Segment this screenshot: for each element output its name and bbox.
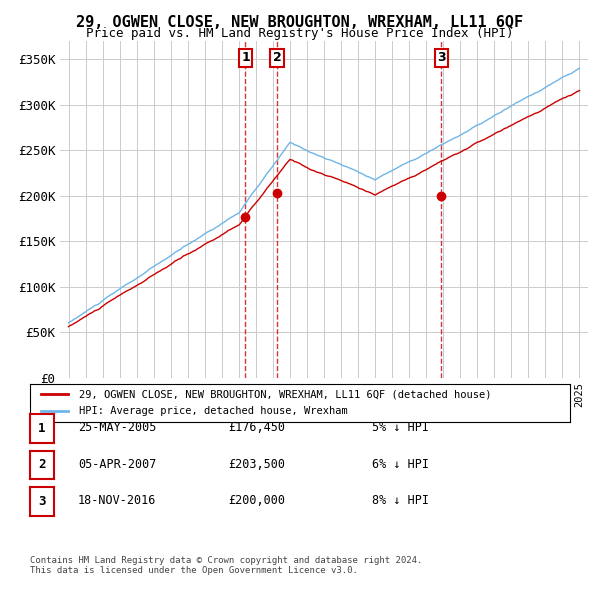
Text: 3: 3 (38, 495, 46, 508)
Text: 29, OGWEN CLOSE, NEW BROUGHTON, WREXHAM, LL11 6QF (detached house): 29, OGWEN CLOSE, NEW BROUGHTON, WREXHAM,… (79, 389, 491, 399)
Text: 05-APR-2007: 05-APR-2007 (78, 458, 157, 471)
Text: 3: 3 (437, 51, 446, 64)
Text: £203,500: £203,500 (228, 458, 285, 471)
Text: 2: 2 (273, 51, 282, 64)
Text: £200,000: £200,000 (228, 494, 285, 507)
Text: 2: 2 (38, 458, 46, 471)
Text: HPI: Average price, detached house, Wrexham: HPI: Average price, detached house, Wrex… (79, 406, 347, 416)
Text: 1: 1 (38, 422, 46, 435)
Text: Contains HM Land Registry data © Crown copyright and database right 2024.
This d: Contains HM Land Registry data © Crown c… (30, 556, 422, 575)
Text: 25-MAY-2005: 25-MAY-2005 (78, 421, 157, 434)
Text: 8% ↓ HPI: 8% ↓ HPI (372, 494, 429, 507)
Text: 5% ↓ HPI: 5% ↓ HPI (372, 421, 429, 434)
Text: 6% ↓ HPI: 6% ↓ HPI (372, 458, 429, 471)
Text: £176,450: £176,450 (228, 421, 285, 434)
Text: 18-NOV-2016: 18-NOV-2016 (78, 494, 157, 507)
Text: 1: 1 (241, 51, 250, 64)
Text: Price paid vs. HM Land Registry's House Price Index (HPI): Price paid vs. HM Land Registry's House … (86, 27, 514, 40)
Text: 29, OGWEN CLOSE, NEW BROUGHTON, WREXHAM, LL11 6QF: 29, OGWEN CLOSE, NEW BROUGHTON, WREXHAM,… (76, 15, 524, 30)
